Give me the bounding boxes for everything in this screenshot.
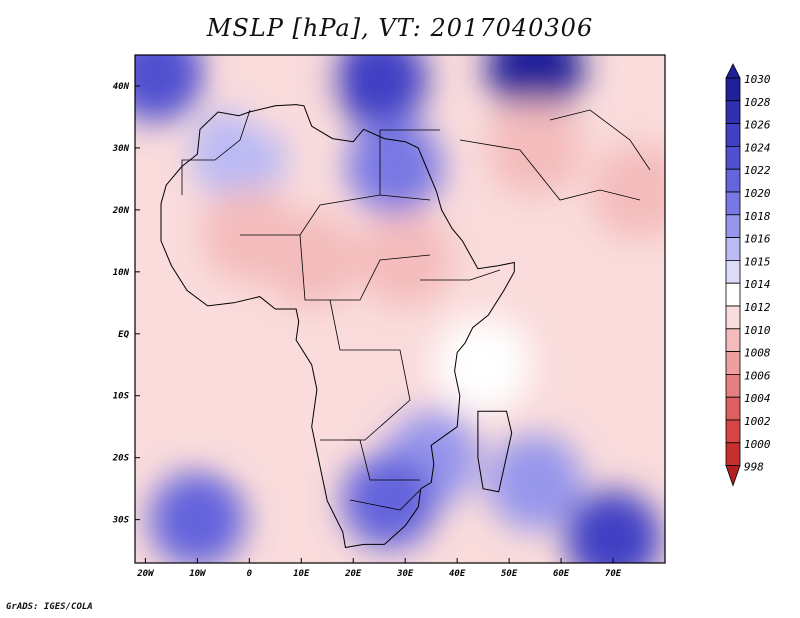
colorbar-segment: [725, 442, 741, 466]
pressure-cell: [591, 143, 665, 240]
pressure-cell: [341, 453, 438, 550]
colorbar-label: 1024: [744, 141, 771, 154]
lon-label: 20W: [136, 569, 155, 579]
border-line: [240, 194, 431, 236]
pressure-cell: [263, 211, 360, 308]
colorbar: 1030 1028 1026 1024 1022 1020 1018 1016 1015 1014…: [725, 63, 771, 487]
colorbar-label: 1018: [744, 210, 771, 223]
colorbar-label: 1026: [744, 119, 771, 132]
colorbar-label: 1016: [744, 233, 771, 246]
pressure-cell: [346, 118, 443, 215]
latitude-axis: 40N 30N 20N 10N EQ 10S 20S 30S: [112, 82, 140, 526]
colorbar-top-arrow: [725, 63, 741, 79]
border-line: [299, 234, 431, 301]
colorbar-label: 1014: [744, 278, 771, 291]
lon-label: 50E: [501, 569, 518, 579]
lat-label: 10S: [113, 392, 130, 402]
pressure-field: [135, 55, 665, 563]
colorbar-segment: [725, 305, 741, 330]
colorbar-segment: [725, 214, 741, 239]
colorbar-segment: [725, 77, 741, 102]
grads-credit: GrADS: IGES/COLA: [6, 602, 93, 612]
colorbar-label: 1012: [744, 301, 771, 314]
pressure-cell: [149, 471, 246, 563]
madagascar-coastline: [477, 410, 513, 493]
border-line: [379, 129, 440, 195]
plot-frame: [134, 54, 666, 564]
colorbar-segment: [725, 259, 741, 284]
border-line: [320, 439, 420, 481]
colorbar-label: 1002: [744, 415, 771, 428]
colorbar-label: 1020: [744, 187, 771, 200]
lon-label: 60E: [553, 569, 570, 579]
map-title: MSLP [hPa], VT: 2017040306: [206, 14, 594, 42]
lat-label: 20N: [112, 206, 130, 216]
lat-label: EQ: [118, 330, 129, 340]
pressure-cell: [201, 360, 298, 457]
lon-label: 30E: [396, 569, 414, 579]
pressure-cell: [331, 55, 428, 128]
colorbar-label: 1008: [744, 347, 771, 360]
lon-label: 10W: [189, 569, 207, 579]
lat-label: 40N: [113, 82, 130, 92]
colorbar-segment: [725, 168, 741, 193]
lat-label: 20S: [112, 454, 130, 464]
pressure-cell: [357, 211, 454, 308]
colorbar-label: 1028: [744, 96, 771, 109]
lon-label: 0: [247, 569, 253, 579]
lat-label: 30S: [112, 516, 130, 526]
africa-coastline: [160, 104, 515, 549]
colorbar-segment: [725, 191, 741, 216]
pressure-cell: [135, 236, 194, 333]
colorbar-segment: [725, 396, 741, 421]
pressure-cell: [135, 55, 204, 122]
colorbar-segment: [725, 145, 741, 170]
country-borders: [181, 109, 651, 511]
lon-label: 10E: [293, 569, 310, 579]
border-line: [181, 109, 251, 195]
colorbar-label: 1000: [744, 438, 771, 451]
border-line: [349, 489, 421, 511]
pressure-cell: [487, 434, 584, 531]
colorbar-label: 1004: [744, 392, 771, 405]
border-line: [459, 139, 641, 201]
lon-label: 70E: [605, 569, 622, 579]
colorbar-segment: [725, 100, 741, 125]
pressure-cell: [487, 99, 584, 196]
colorbar-segment: [725, 237, 741, 261]
colorbar-label: 1030: [744, 73, 771, 86]
pressure-cell: [513, 254, 610, 351]
lon-label: 20E: [344, 569, 362, 579]
border-line: [420, 269, 501, 281]
colorbar-label: 1022: [744, 164, 771, 177]
pressure-cell: [232, 55, 329, 134]
pressure-cell: [565, 490, 662, 563]
colorbar-bottom-arrow: [725, 465, 741, 487]
pressure-cell: [331, 335, 428, 432]
colorbar-segment: [725, 351, 741, 375]
pressure-cell: [435, 316, 532, 413]
colorbar-segment: [725, 419, 741, 444]
lat-label: 10N: [113, 268, 130, 278]
colorbar-label: 1015: [744, 255, 771, 268]
colorbar-label: 998: [744, 461, 764, 474]
colorbar-segment: [725, 123, 741, 147]
colorbar-label: 1010: [744, 324, 771, 337]
colorbar-segment: [725, 373, 741, 398]
pressure-cell: [487, 55, 584, 116]
colorbar-segment: [725, 282, 741, 307]
border-line: [329, 299, 411, 441]
colorbar-segment: [725, 328, 741, 352]
colorbar-label: 1006: [744, 369, 771, 382]
border-line: [549, 109, 651, 171]
longitude-axis: 20W 10W 0 10E 20E 30E 40E 50E 60E 70E: [136, 558, 622, 579]
lon-label: 40E: [449, 569, 466, 579]
lat-label: 30N: [112, 144, 130, 154]
